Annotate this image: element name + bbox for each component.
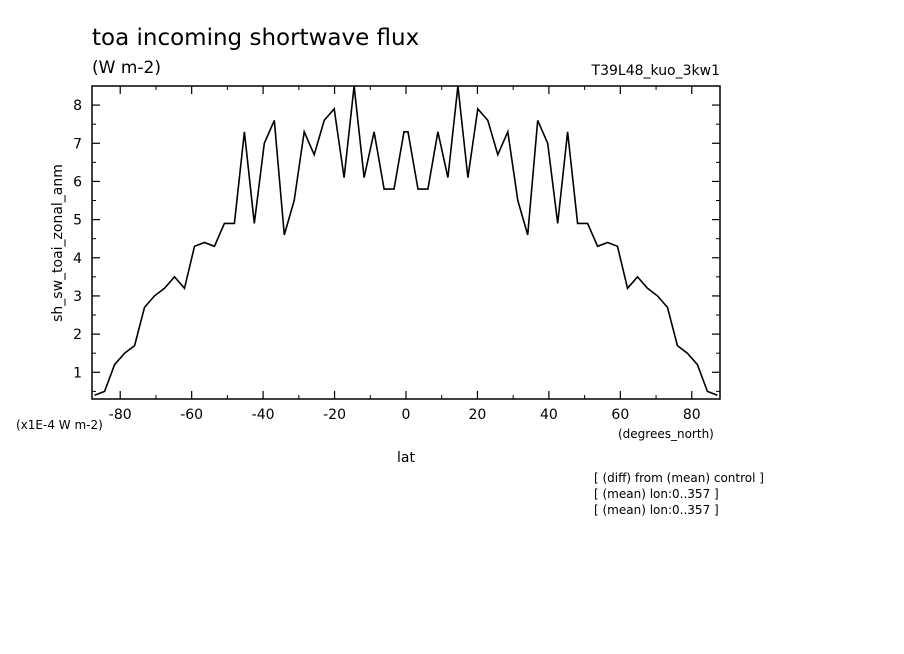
x-axis-units: (degrees_north) <box>618 427 714 441</box>
y-tick-labels: 1 2 3 4 5 6 7 8 <box>73 98 82 381</box>
x-axis-label: lat <box>397 450 415 466</box>
axis-ticks <box>92 85 720 399</box>
chart-units: (W m-2) <box>92 58 161 78</box>
y-tick-label: 2 <box>73 327 82 343</box>
note-line-1: [ (diff) from (mean) control ] <box>594 471 764 485</box>
plot-frame <box>91 85 721 400</box>
x-tick-label: 80 <box>683 407 701 423</box>
x-tick-label: -60 <box>180 407 203 423</box>
y-tick-label: 8 <box>73 98 82 114</box>
x-tick-labels: -80 -60 -40 -20 0 20 40 60 80 <box>109 407 701 423</box>
note-line-3: [ (mean) lon:0..357 ] <box>594 503 719 517</box>
y-tick-label: 1 <box>73 365 82 381</box>
x-tick-label: -40 <box>252 407 275 423</box>
x-tick-label: 60 <box>611 407 629 423</box>
x-tick-label: -20 <box>323 407 346 423</box>
x-tick-label: -80 <box>109 407 132 423</box>
y-scale-note: (x1E-4 W m-2) <box>16 418 103 432</box>
x-tick-label: 0 <box>402 407 411 423</box>
run-label: T39L48_kuo_3kw1 <box>591 63 720 79</box>
y-tick-label: 6 <box>73 174 82 190</box>
y-tick-label: 3 <box>73 289 82 305</box>
chart-title: toa incoming shortwave flux <box>92 25 419 51</box>
note-line-2: [ (mean) lon:0..357 ] <box>594 487 719 501</box>
y-tick-label: 5 <box>73 213 82 229</box>
y-tick-label: 7 <box>73 136 82 152</box>
y-tick-label: 4 <box>73 251 82 267</box>
x-tick-label: 40 <box>540 407 558 423</box>
x-tick-label: 20 <box>469 407 487 423</box>
series-line <box>94 85 718 396</box>
y-axis-label: sh_sw_toai_zonal_anm <box>50 164 66 322</box>
